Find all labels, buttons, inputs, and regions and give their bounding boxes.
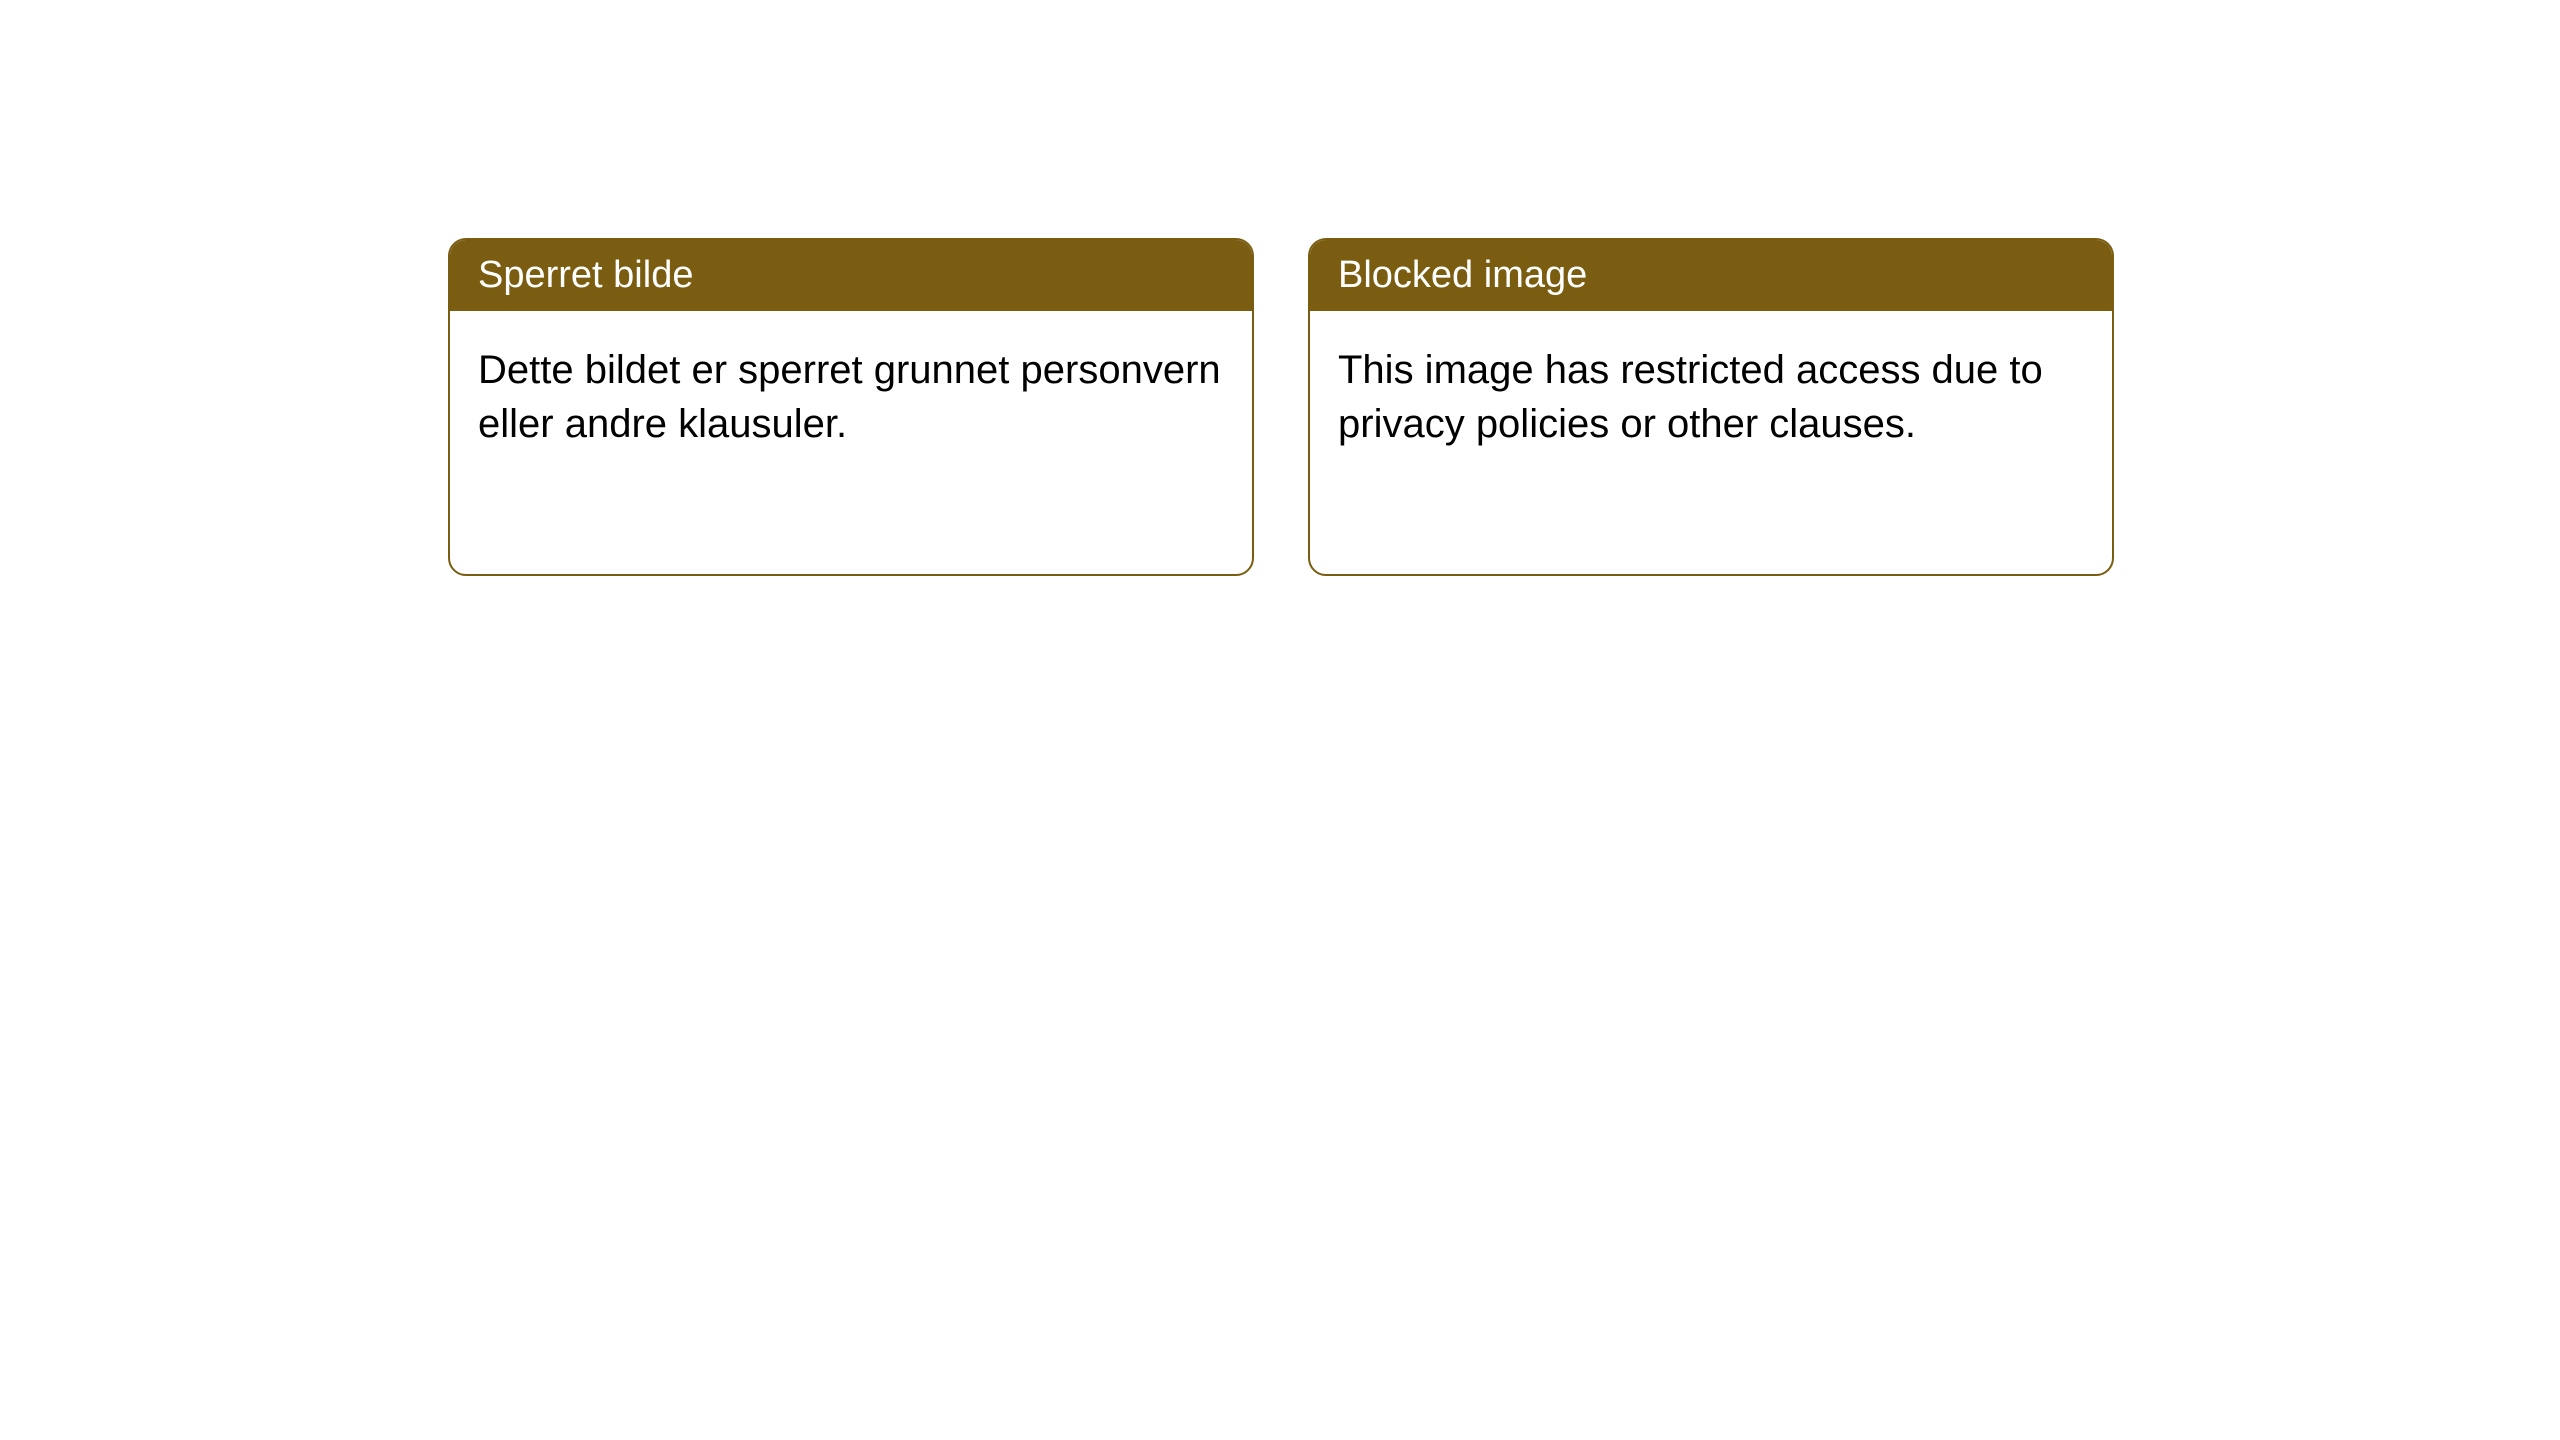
notice-card-norwegian: Sperret bilde Dette bildet er sperret gr…: [448, 238, 1254, 576]
card-body-text: Dette bildet er sperret grunnet personve…: [478, 348, 1221, 446]
card-body: Dette bildet er sperret grunnet personve…: [450, 311, 1252, 483]
card-title: Blocked image: [1338, 254, 1587, 296]
card-title: Sperret bilde: [478, 254, 693, 296]
card-body-text: This image has restricted access due to …: [1338, 348, 2043, 446]
card-body: This image has restricted access due to …: [1310, 311, 2112, 483]
card-header: Blocked image: [1310, 240, 2112, 311]
card-header: Sperret bilde: [450, 240, 1252, 311]
notice-card-english: Blocked image This image has restricted …: [1308, 238, 2114, 576]
notice-cards-container: Sperret bilde Dette bildet er sperret gr…: [448, 238, 2114, 576]
